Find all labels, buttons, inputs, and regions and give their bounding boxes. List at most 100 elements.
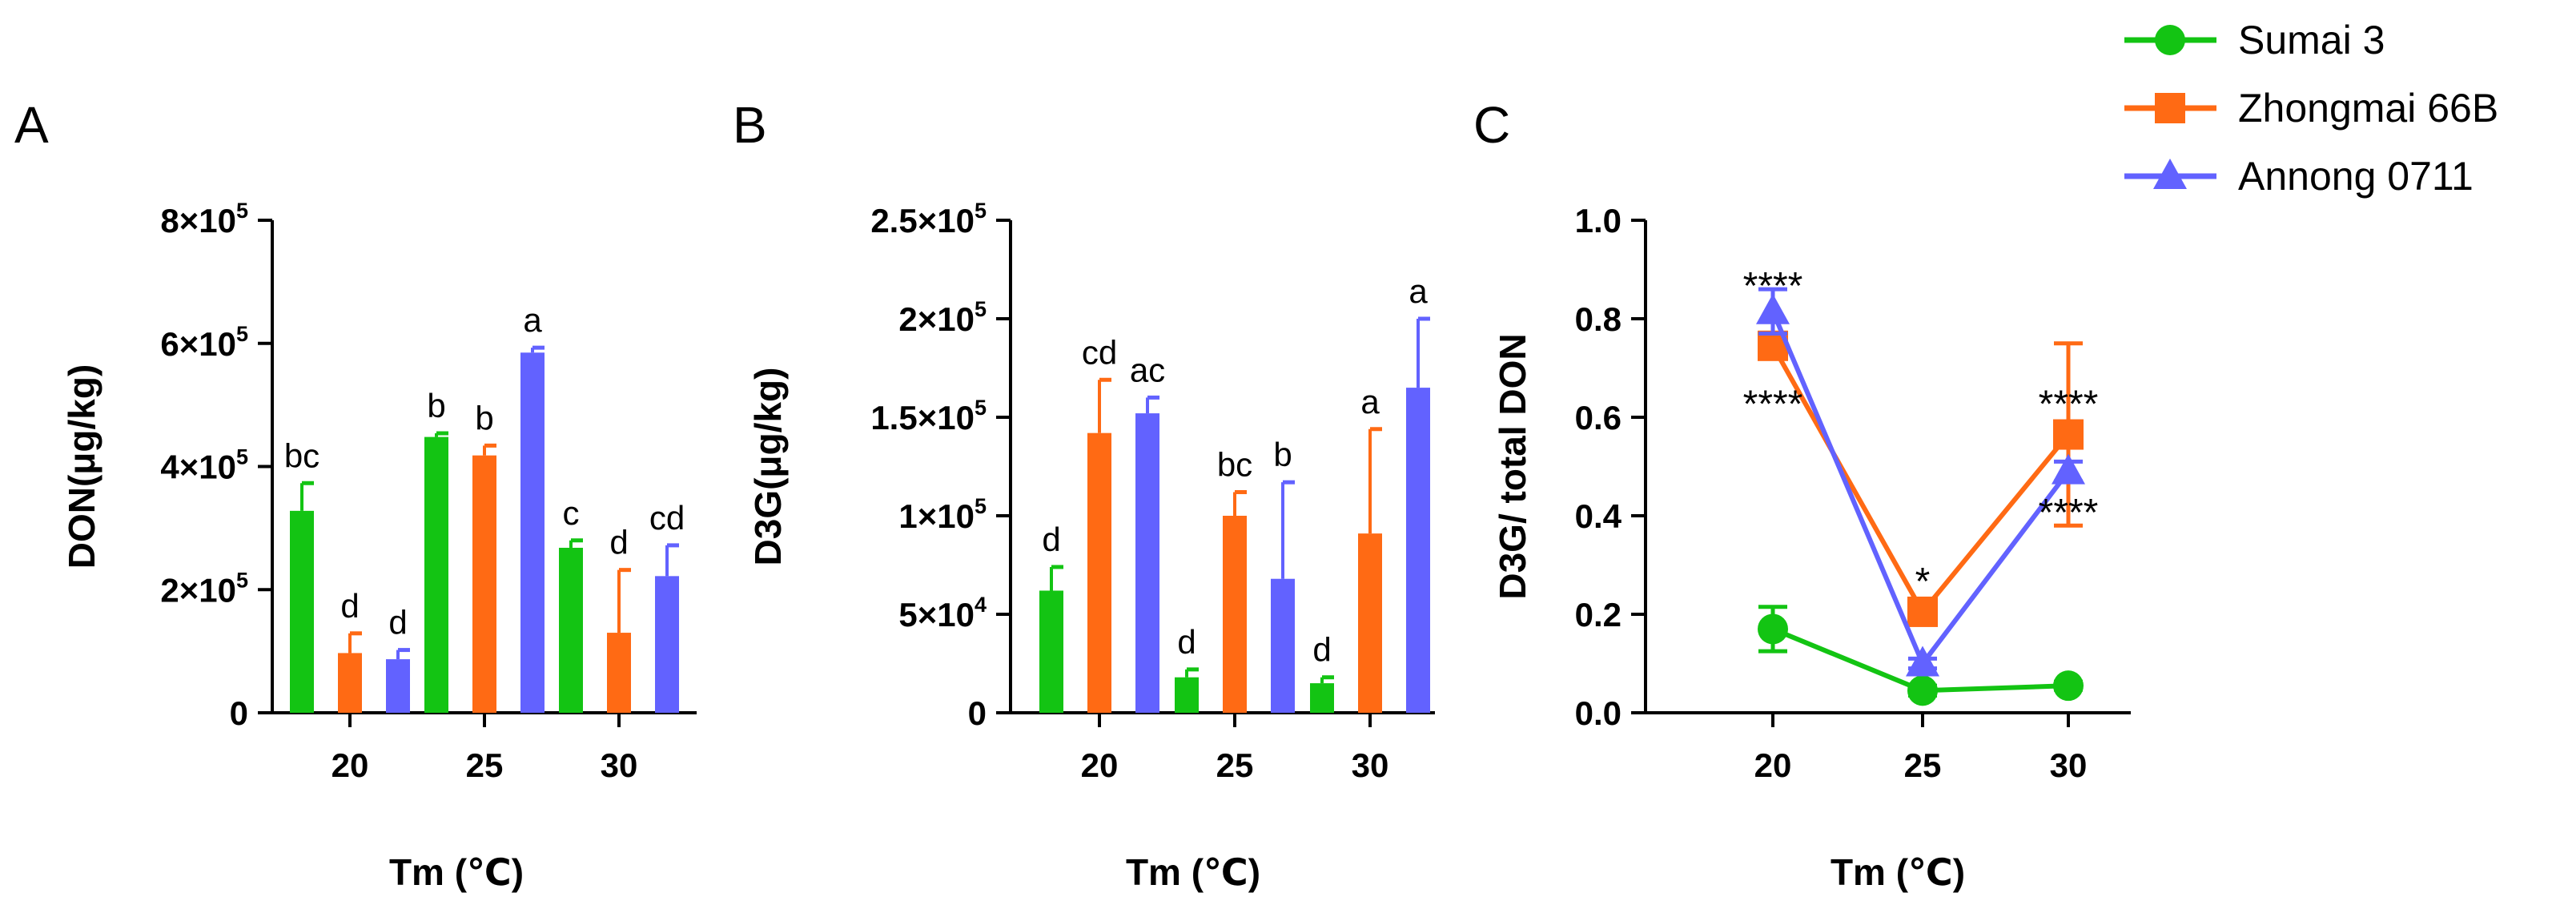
y-tick-mantissa: 0.6 bbox=[1575, 399, 1622, 436]
data-point-circle bbox=[1907, 675, 1938, 706]
significance-letter: d bbox=[1312, 631, 1331, 669]
y-tick-label: 4×105 bbox=[160, 445, 248, 486]
bar-a bbox=[559, 547, 583, 713]
bar-b bbox=[1223, 516, 1247, 713]
y-tick-mantissa: 1.0 bbox=[1575, 202, 1622, 239]
x-tick-label: 30 bbox=[1352, 746, 1389, 784]
significance-letter: c bbox=[563, 494, 580, 532]
x-axis-title: Tm (℃) bbox=[1831, 851, 1965, 893]
y-tick-exponent: 5 bbox=[236, 445, 248, 469]
significance-letter: bc bbox=[1217, 445, 1252, 483]
y-tick-label: 8×105 bbox=[160, 199, 248, 239]
significance-letter: cd bbox=[1082, 333, 1117, 371]
bar-a bbox=[472, 455, 496, 713]
x-tick-label: 20 bbox=[1754, 746, 1792, 784]
panel-c-line-chart: C 0.0 0.2 0.4 0.6 0.8 1.0 20 25 30 Tm (℃) D3G/ tota… bbox=[1473, 96, 2131, 893]
y-axis-title: D3G/ total DON bbox=[1492, 333, 1533, 599]
x-tick-label: 25 bbox=[1904, 746, 1942, 784]
y-tick-mantissa: 0.4 bbox=[1575, 497, 1622, 535]
x-tick-label: 20 bbox=[332, 746, 369, 784]
significance-letter: d bbox=[388, 604, 407, 641]
y-tick-label: 0.0 bbox=[1575, 694, 1622, 732]
y-tick-mantissa: 0.0 bbox=[1575, 694, 1622, 732]
data-point-circle bbox=[1758, 613, 1788, 645]
y-tick-label: 2×105 bbox=[160, 568, 248, 609]
legend-marker-circle bbox=[2155, 25, 2185, 55]
significance-letter: d bbox=[340, 587, 359, 625]
y-tick-exponent: 5 bbox=[975, 396, 987, 420]
bar-b bbox=[1310, 683, 1334, 713]
significance-letter: a bbox=[1360, 383, 1380, 420]
y-tick-label: 0.2 bbox=[1575, 596, 1622, 633]
y-tick-mantissa: 4×10 bbox=[160, 448, 236, 486]
data-point-triangle bbox=[2052, 453, 2085, 485]
significance-letter: b bbox=[475, 399, 493, 436]
data-point-triangle bbox=[1906, 646, 1939, 677]
significance-letter: a bbox=[523, 301, 542, 339]
significance-letter: d bbox=[1042, 521, 1060, 558]
y-tick-exponent: 5 bbox=[975, 494, 987, 518]
legend-label: Sumai 3 bbox=[2238, 18, 2385, 62]
y-tick-exponent: 5 bbox=[236, 322, 248, 346]
x-tick-label: 25 bbox=[1216, 746, 1254, 784]
bar-b bbox=[1271, 578, 1295, 713]
legend-marker-triangle bbox=[2153, 159, 2187, 189]
y-tick-mantissa: 1×10 bbox=[898, 497, 975, 535]
data-point-square bbox=[2053, 419, 2084, 450]
y-tick-label: 1×105 bbox=[898, 494, 987, 535]
significance-stars: **** bbox=[2039, 492, 2099, 534]
y-tick-mantissa: 0.8 bbox=[1575, 300, 1622, 338]
significance-stars: **** bbox=[1743, 384, 1803, 426]
y-tick-label: 2×105 bbox=[898, 297, 987, 338]
legend: Sumai 3 Zhongmai 66B Annong 0711 bbox=[2124, 18, 2498, 199]
x-tick-label: 30 bbox=[2050, 746, 2088, 784]
y-tick-mantissa: 2×10 bbox=[898, 300, 975, 338]
data-point-circle bbox=[2053, 670, 2084, 702]
x-axis-title: Tm (℃) bbox=[1126, 851, 1260, 893]
y-tick-mantissa: 0.2 bbox=[1575, 596, 1622, 633]
bar-b bbox=[1039, 590, 1063, 713]
bar-b bbox=[1406, 388, 1430, 713]
y-tick-exponent: 5 bbox=[236, 568, 248, 592]
significance-letter: bc bbox=[284, 436, 319, 474]
y-tick-exponent: 5 bbox=[975, 199, 987, 223]
bar-b bbox=[1135, 413, 1159, 713]
bar-a bbox=[386, 659, 410, 713]
x-tick-label: 20 bbox=[1081, 746, 1119, 784]
panel-letter: B bbox=[733, 96, 767, 154]
y-tick-label: 0 bbox=[230, 694, 248, 732]
y-tick-label: 6×105 bbox=[160, 322, 248, 363]
panel-letter: A bbox=[14, 96, 49, 154]
x-tick-label: 25 bbox=[466, 746, 504, 784]
y-tick-mantissa: 1.5×10 bbox=[870, 399, 975, 436]
y-tick-mantissa: 2×10 bbox=[160, 571, 236, 609]
x-axis-title: Tm (℃) bbox=[389, 851, 524, 893]
significance-letter: b bbox=[427, 387, 445, 424]
y-axis-title: D3G(μg/kg) bbox=[747, 368, 789, 566]
y-tick-exponent: 5 bbox=[975, 297, 987, 321]
bar-a bbox=[655, 576, 679, 713]
bar-b bbox=[1358, 533, 1382, 713]
y-tick-mantissa: 6×10 bbox=[160, 325, 236, 363]
y-tick-mantissa: 0 bbox=[230, 694, 248, 732]
bar-a bbox=[290, 510, 314, 713]
significance-stars: * bbox=[1915, 561, 1931, 603]
y-tick-mantissa: 0 bbox=[968, 694, 987, 732]
y-tick-mantissa: 8×10 bbox=[160, 202, 236, 239]
significance-letter: cd bbox=[649, 499, 685, 537]
y-tick-label: 5×104 bbox=[898, 593, 987, 633]
y-tick-label: 0 bbox=[968, 694, 987, 732]
y-tick-mantissa: 5×10 bbox=[898, 596, 975, 633]
y-axis-title: DON(μg/kg) bbox=[61, 364, 102, 569]
significance-letter: ac bbox=[1130, 351, 1165, 388]
significance-stars: **** bbox=[2039, 384, 2099, 426]
significance-stars: **** bbox=[1743, 265, 1803, 308]
significance-letter: a bbox=[1409, 272, 1428, 310]
bar-a bbox=[520, 352, 545, 713]
bar-a bbox=[607, 633, 631, 713]
x-tick-label: 30 bbox=[601, 746, 638, 784]
bar-a bbox=[338, 653, 362, 713]
legend-marker-square bbox=[2155, 93, 2185, 123]
